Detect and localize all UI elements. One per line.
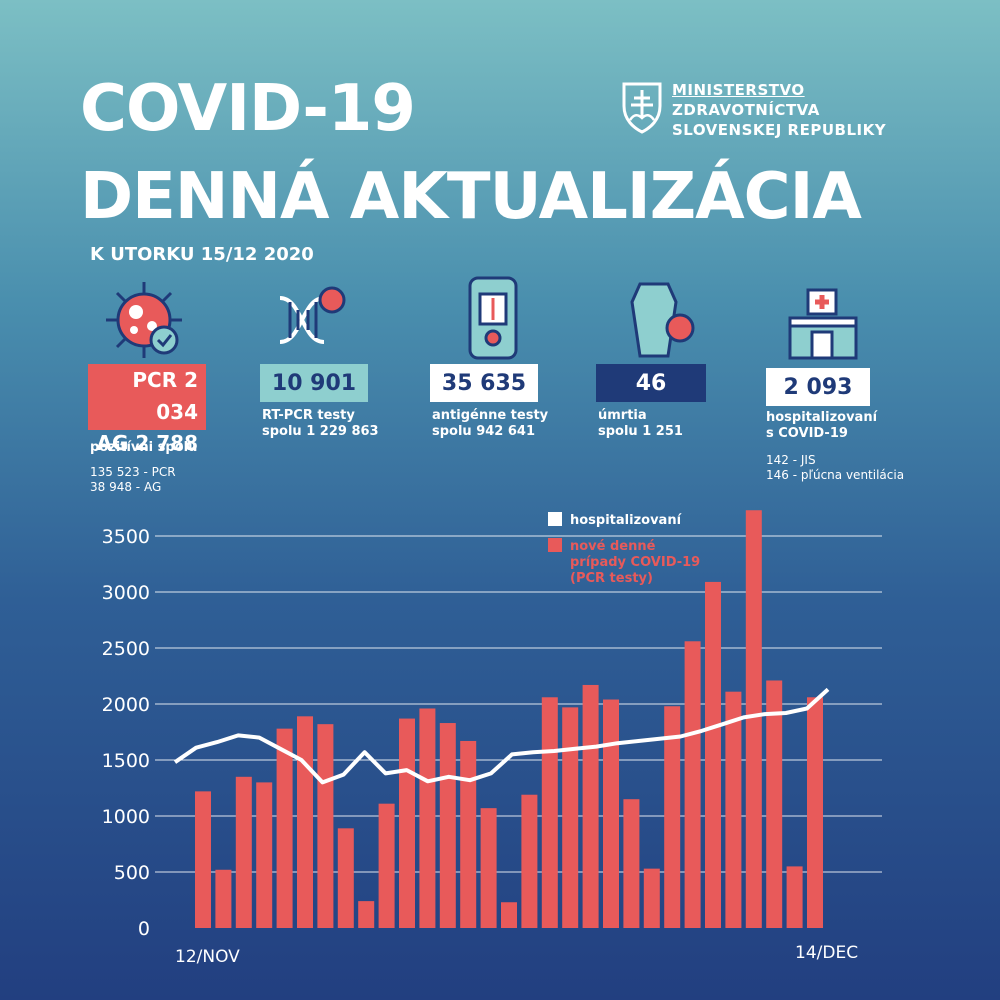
bar-new-cases [664,706,681,928]
dna-icon [279,286,346,344]
bar-new-cases [256,782,273,928]
ministry-line2: ZDRAVOTNÍCTVA [672,101,820,119]
page-subtitle: DENNÁ AKTUALIZÁCIA [80,160,862,234]
bar-new-cases [541,697,558,928]
bar-new-cases [786,866,803,928]
positive-detail-ag: 38 948 - AG [90,480,162,494]
bar-new-cases [480,808,497,928]
covid-chart: 0 500 1000 1500 2000 2500 3000 3500 12/NOV 14/DE… [102,510,882,967]
antigen-label: antigénne testy [432,408,549,423]
virus-icon [106,282,182,358]
bar-new-cases [235,776,252,928]
x-label-start: 12/NOV [175,947,240,967]
bar-new-cases [643,868,660,928]
bar-new-cases [705,581,721,928]
bar-new-cases [521,794,538,928]
pcr-count: PCR 2 034 [132,368,198,424]
ag-count: AG 2 788 [96,431,198,455]
positive-label: pozitívni spolu [90,440,198,455]
y-tick-label: 1500 [102,750,150,772]
bar-new-cases [684,641,701,928]
y-tick-label: 0 [138,918,150,940]
deaths-count: 46 [596,364,706,402]
hospital-label-2: s COVID-19 [766,426,848,441]
bar-new-cases [460,740,477,928]
hospital-icu: 142 - JIS [766,453,816,467]
x-label-end: 14/DEC [795,943,858,963]
line-hospitalized [173,687,830,785]
deaths-total: spolu 1 251 [598,424,683,439]
bar-new-cases [215,869,232,928]
bar-new-cases [195,791,211,928]
antigen-test-icon [468,276,518,360]
hospital-icon [788,288,858,360]
bar-new-cases [501,902,517,928]
bar-new-cases [337,828,354,928]
y-tick-label: 3000 [102,582,150,604]
bar-new-cases [582,684,599,928]
coffin-icon [630,282,695,358]
positive-box: PCR 2 034 AG 2 788 [88,364,206,455]
y-tick-label: 500 [114,862,150,884]
hospital-count: 2 093 [766,368,870,406]
bar-new-cases [358,901,375,928]
slovak-emblem-icon [622,82,662,134]
positive-detail-pcr: 135 523 - PCR [90,465,176,479]
rtpcr-label: RT-PCR testy [262,408,355,423]
bar-new-cases [562,707,579,928]
ministry-name: MINISTERSTVO ZDRAVOTNÍCTVA SLOVENSKEJ RE… [672,80,886,140]
legend-swatch-hospitalized [548,512,562,526]
y-tick-label: 2000 [102,694,150,716]
bar-new-cases [725,691,742,928]
bar-new-cases [439,723,456,928]
antigen-total: spolu 942 641 [432,424,536,439]
y-tick-label: 2500 [102,638,150,660]
rtpcr-count: 10 901 [260,364,368,402]
bar-new-cases [766,680,783,928]
bar-new-cases [317,724,334,928]
legend-label-hospitalized: hospitalizovaní [570,513,683,528]
bar-new-cases [399,718,415,928]
bar-new-cases [297,716,313,928]
legend-swatch-cases [548,538,562,552]
y-tick-label: 3500 [102,526,150,548]
legend-label-cases: nové denné prípady COVID-19 (PCR testy) [570,539,700,586]
bar-new-cases [276,728,293,928]
bar-new-cases [603,699,619,928]
rtpcr-total: spolu 1 229 863 [262,424,379,439]
update-date: K UTORKU 15/12 2020 [90,244,314,265]
hospital-ventilation: 146 - pľúcna ventilácia [766,468,905,482]
y-tick-label: 1000 [102,806,150,828]
bar-new-cases [807,697,823,928]
bar-new-cases [745,510,762,928]
page-title: COVID-19 [80,72,416,146]
bar-new-cases [623,799,640,928]
hospital-label: hospitalizovaní [766,410,878,425]
ministry-line3: SLOVENSKEJ REPUBLIKY [672,121,887,139]
bar-new-cases [419,708,436,928]
ministry-line1: MINISTERSTVO [672,81,805,99]
deaths-label: úmrtia [598,408,647,423]
bar-new-cases [378,803,395,928]
antigen-count: 35 635 [430,364,538,402]
